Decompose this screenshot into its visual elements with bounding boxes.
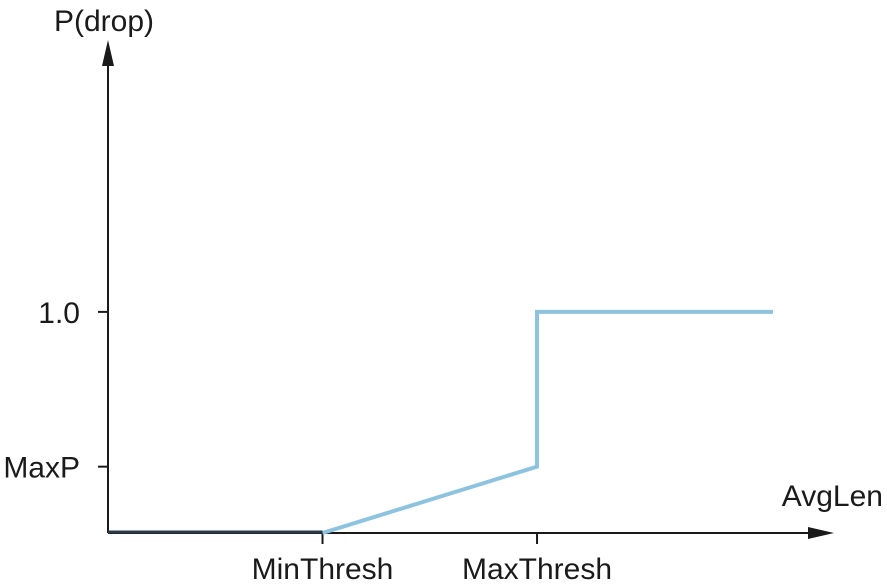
x-axis-label: AvgLen [782,480,883,513]
axes [102,40,834,539]
y-axis-arrowhead [102,40,114,66]
x-tick-label-maxthresh: MaxThresh [462,553,612,586]
y-axis-label: P(drop) [54,5,154,38]
y-tick-label-1-0: 1.0 [38,297,80,330]
x-tick-label-minthresh: MinThresh [252,553,394,586]
drop-probability-curve [321,309,773,535]
y-tick-label-maxp: MaxP [3,452,80,485]
tick-marks [98,310,539,544]
x-axis-arrowhead [808,527,834,539]
